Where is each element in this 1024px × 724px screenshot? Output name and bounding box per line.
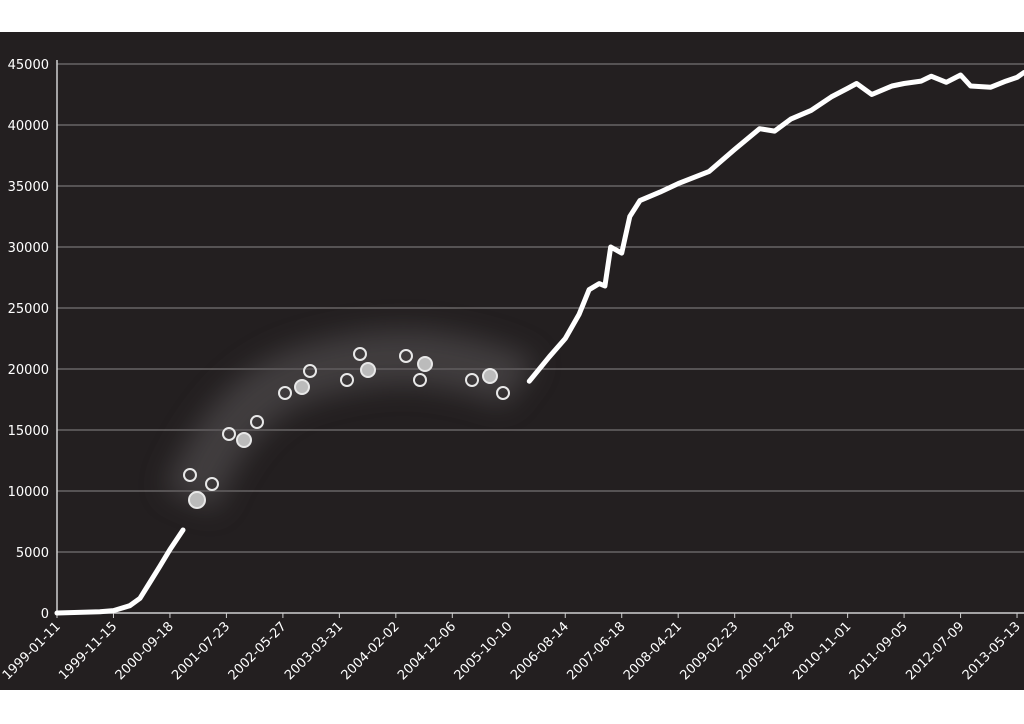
y-tick-label: 45000 <box>8 58 49 73</box>
y-tick-label: 5000 <box>16 546 49 561</box>
motorcycle-photo <box>164 329 537 511</box>
data-line <box>54 70 1024 616</box>
y-tick-label: 35000 <box>8 180 49 195</box>
y-tick-label: 10000 <box>8 485 49 500</box>
y-tick-label: 0 <box>41 607 49 622</box>
y-tick-label: 20000 <box>8 363 49 378</box>
y-tick-label: 30000 <box>8 241 49 256</box>
y-tick-label: 25000 <box>8 302 49 317</box>
y-tick-label: 40000 <box>8 119 49 134</box>
plot <box>54 70 1024 616</box>
y-tick-label: 15000 <box>8 424 49 439</box>
